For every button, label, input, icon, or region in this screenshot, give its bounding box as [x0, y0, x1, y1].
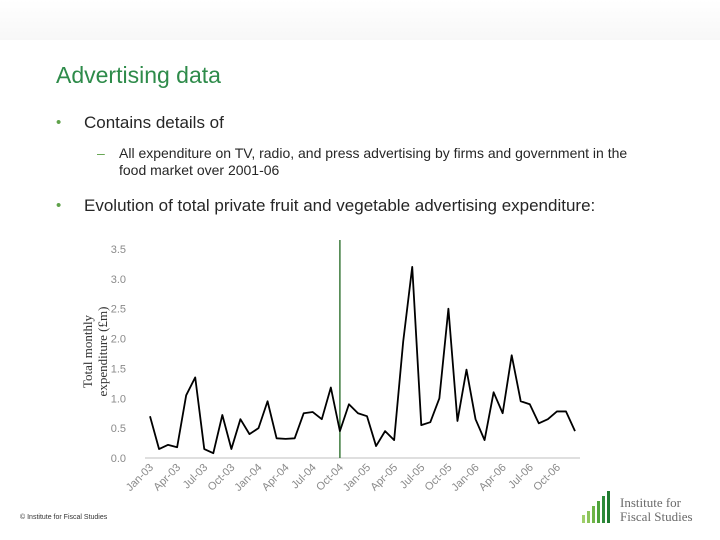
sub-bullet-dash: –: [97, 145, 105, 161]
x-tick-label: Oct-03: [206, 462, 238, 494]
y-tick-label: 2.5: [111, 304, 126, 316]
ifs-logo-text: Institute for Fiscal Studies: [620, 496, 693, 524]
advertising-line-chart: 0.0 0.5 1.0 1.5 2.0 2.5 3.0 3.5 Total monthlyexp…: [80, 240, 580, 494]
x-tick-label: Apr-03: [151, 462, 183, 494]
x-tick-label: Jul-06: [506, 462, 536, 492]
y-tick-label: 0.0: [111, 453, 126, 465]
x-tick-label: Jul-03: [181, 462, 211, 492]
bullet-text: Contains details of: [84, 113, 224, 132]
x-tick-label: Apr-06: [477, 462, 509, 494]
x-tick-label: Apr-04: [260, 462, 292, 494]
y-axis-label: Total monthlyexpenditure (£m): [80, 307, 110, 397]
x-tick-label: Oct-06: [531, 462, 563, 494]
x-tick-label: Jan-05: [341, 462, 373, 494]
bullet-contains-details: • Contains details of: [56, 112, 224, 133]
y-tick-label: 0.5: [111, 423, 126, 435]
x-tick-label: Jul-05: [398, 462, 428, 492]
bullet-text: Evolution of total private fruit and veg…: [84, 196, 596, 215]
bullet-evolution: • Evolution of total private fruit and v…: [56, 195, 604, 216]
y-tick-label: 3.5: [111, 244, 126, 256]
sub-bullet-text: All expenditure on TV, radio, and press …: [119, 145, 628, 178]
sub-bullet-expenditure: – All expenditure on TV, radio, and pres…: [97, 145, 639, 179]
footer-copyright: © Institute for Fiscal Studies: [20, 514, 108, 521]
x-tick-label: Jan-06: [449, 462, 481, 494]
x-tick-label: Apr-05: [368, 462, 400, 494]
x-tick-label: Oct-05: [423, 462, 455, 494]
bullet-dot: •: [56, 114, 62, 131]
logo-line2: Fiscal Studies: [620, 509, 693, 524]
x-tick-label: Jan-03: [124, 462, 156, 494]
ifs-logo-icon: [582, 491, 610, 523]
x-tick-label: Oct-04: [314, 462, 346, 494]
x-tick-label: Jan-04: [232, 462, 264, 494]
series-line: [149, 266, 576, 455]
top-band: [0, 0, 720, 40]
y-tick-label: 1.0: [111, 393, 126, 405]
x-tick-label: Jul-04: [289, 462, 319, 492]
y-tick-label: 3.0: [111, 274, 126, 286]
y-tick-label: 2.0: [111, 334, 126, 346]
y-tick-label: 1.5: [111, 363, 126, 375]
slide-title: Advertising data: [56, 62, 221, 88]
bullet-dot: •: [56, 197, 62, 214]
logo-line1: Institute for: [620, 495, 682, 510]
